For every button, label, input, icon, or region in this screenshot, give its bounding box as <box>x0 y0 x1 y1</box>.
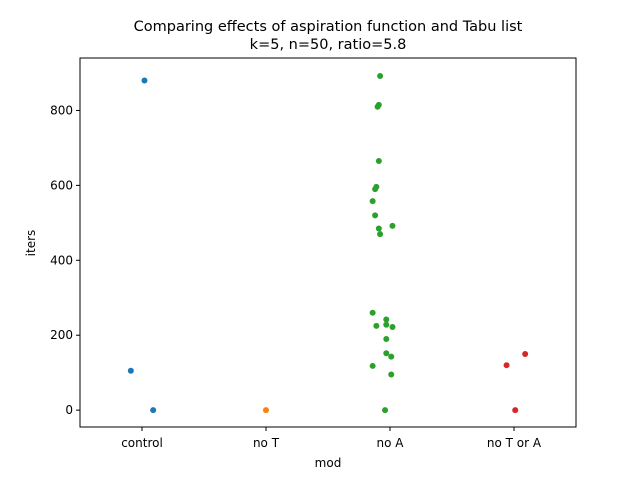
data-point <box>372 212 379 219</box>
data-point <box>377 231 384 238</box>
data-point <box>127 367 134 374</box>
data-point <box>369 198 376 205</box>
data-point <box>375 225 382 232</box>
chart-subtitle: k=5, n=50, ratio=5.8 <box>250 37 407 53</box>
y-tick-label: 200 <box>50 328 73 342</box>
axis-ticks: 0 200 400 600 800 control no T no A no T or A <box>50 103 542 450</box>
data-point <box>377 72 384 79</box>
data-point <box>389 323 396 330</box>
data-point <box>388 371 395 378</box>
data-point <box>503 362 510 369</box>
data-point <box>383 321 390 328</box>
chart-title: Comparing effects of aspiration function… <box>134 19 523 35</box>
x-tick-label: no A <box>377 436 405 450</box>
data-point <box>374 103 381 110</box>
data-point <box>373 322 380 329</box>
data-point <box>369 362 376 369</box>
x-axis-label: mod <box>315 456 342 470</box>
data-point <box>382 407 389 414</box>
y-tick-label: 600 <box>50 178 73 192</box>
x-tick-label: no T <box>253 436 280 450</box>
data-point <box>389 222 396 229</box>
data-point <box>522 350 529 357</box>
data-point <box>512 407 519 414</box>
data-point <box>263 407 269 414</box>
y-tick-label: 400 <box>50 253 73 267</box>
y-axis-label: iters <box>24 230 38 257</box>
y-tick-label: 800 <box>50 103 73 117</box>
plot-frame <box>79 57 577 428</box>
data-point <box>375 158 382 165</box>
data-point <box>383 316 390 323</box>
data-point <box>383 350 390 357</box>
data-points <box>127 72 529 414</box>
x-tick-label: no T or A <box>487 436 542 450</box>
data-point <box>150 407 157 414</box>
x-tick-label: control <box>121 436 163 450</box>
y-tick-label: 0 <box>65 403 73 417</box>
data-point <box>372 186 379 193</box>
data-point <box>388 353 395 360</box>
data-point <box>383 335 390 342</box>
data-point <box>369 309 376 316</box>
data-point <box>141 77 148 84</box>
